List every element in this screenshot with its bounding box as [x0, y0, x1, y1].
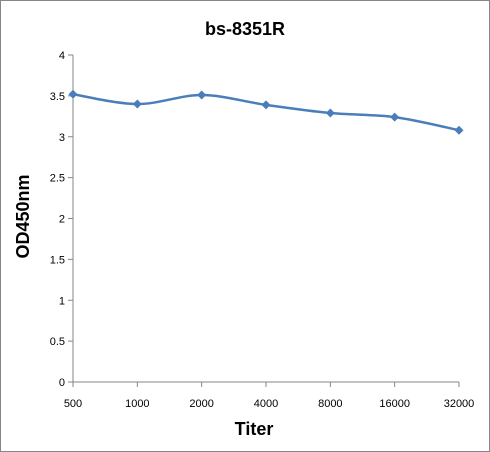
y-tick-label: 2: [59, 214, 65, 226]
chart-title: bs-8351R: [205, 19, 285, 39]
y-tick-label: 2.5: [50, 173, 65, 185]
x-axis-ticks: 500 1000 2000 4000 8000 16000 32000: [64, 382, 474, 410]
x-tick-label: 8000: [318, 398, 342, 410]
x-axis-title: Titer: [235, 419, 274, 439]
y-tick-label: 1.5: [50, 254, 65, 266]
y-tick-label: 0.5: [50, 336, 65, 348]
series-line: [72, 93, 460, 132]
x-tick-label: 2000: [189, 398, 213, 410]
y-tick-label: 3: [59, 132, 65, 144]
x-tick-label: 1000: [125, 398, 149, 410]
x-tick-label: 4000: [254, 398, 278, 410]
x-tick-label: 32000: [444, 398, 475, 410]
y-tick-label: 4: [59, 50, 65, 62]
data-point-marker: [197, 90, 207, 100]
data-point-marker: [325, 108, 335, 118]
data-point-marker: [68, 89, 78, 99]
data-point-marker: [132, 99, 142, 109]
data-point-marker: [390, 112, 400, 122]
series-group: [68, 89, 464, 135]
y-axis-ticks: 0 0.5 1 1.5 2 2.5 3 3.5 4: [50, 50, 73, 389]
y-tick-label: 3.5: [50, 91, 65, 103]
x-tick-label: 16000: [379, 398, 410, 410]
y-tick-label: 1: [59, 295, 65, 307]
y-tick-label: 0: [59, 377, 65, 389]
data-point-marker: [261, 100, 271, 110]
x-tick-label: 500: [64, 398, 82, 410]
data-point-marker: [454, 125, 464, 135]
y-axis-title: OD450nm: [13, 174, 33, 258]
